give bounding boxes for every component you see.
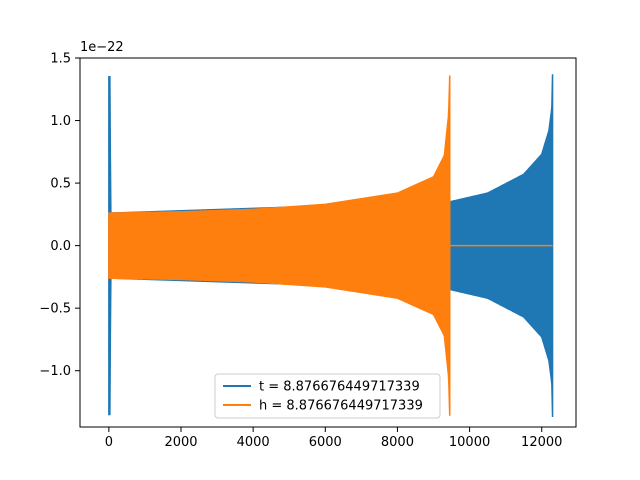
legend-box [214,373,441,419]
y-tick-label: −0.5 [39,302,71,317]
x-tick-label: 8000 [381,435,414,450]
axes-frame [79,57,577,428]
legend: t = 8.876676449717339 h = 8.8766764497173… [214,373,441,419]
plot-area [108,74,554,418]
legend-label: t = 8.876676449717339 [259,380,420,395]
x-tick-label: 0 [105,435,113,450]
legend-label: h = 8.876676449717339 [259,399,423,414]
y-tick-label: 1.5 [50,52,71,67]
series-2-oscillation-band [108,75,451,416]
x-tick-label: 4000 [237,435,270,450]
series-2 [108,75,553,416]
y-tick-label: 1.0 [50,114,71,129]
x-tick-label: 2000 [164,435,197,450]
x-axis: 0 2000 4000 6000 8000 10000 12000 [105,427,562,450]
x-tick-label: 10000 [449,435,490,450]
y-tick-label: 0.0 [50,239,71,254]
y-tick-label: −1.0 [39,364,71,379]
y-offset-label: 1e−22 [80,40,124,55]
x-tick-label: 12000 [521,435,562,450]
y-axis: −1.0 −0.5 0.0 0.5 1.0 1.5 [39,52,80,379]
x-tick-label: 6000 [309,435,342,450]
y-tick-label: 0.5 [50,177,71,192]
